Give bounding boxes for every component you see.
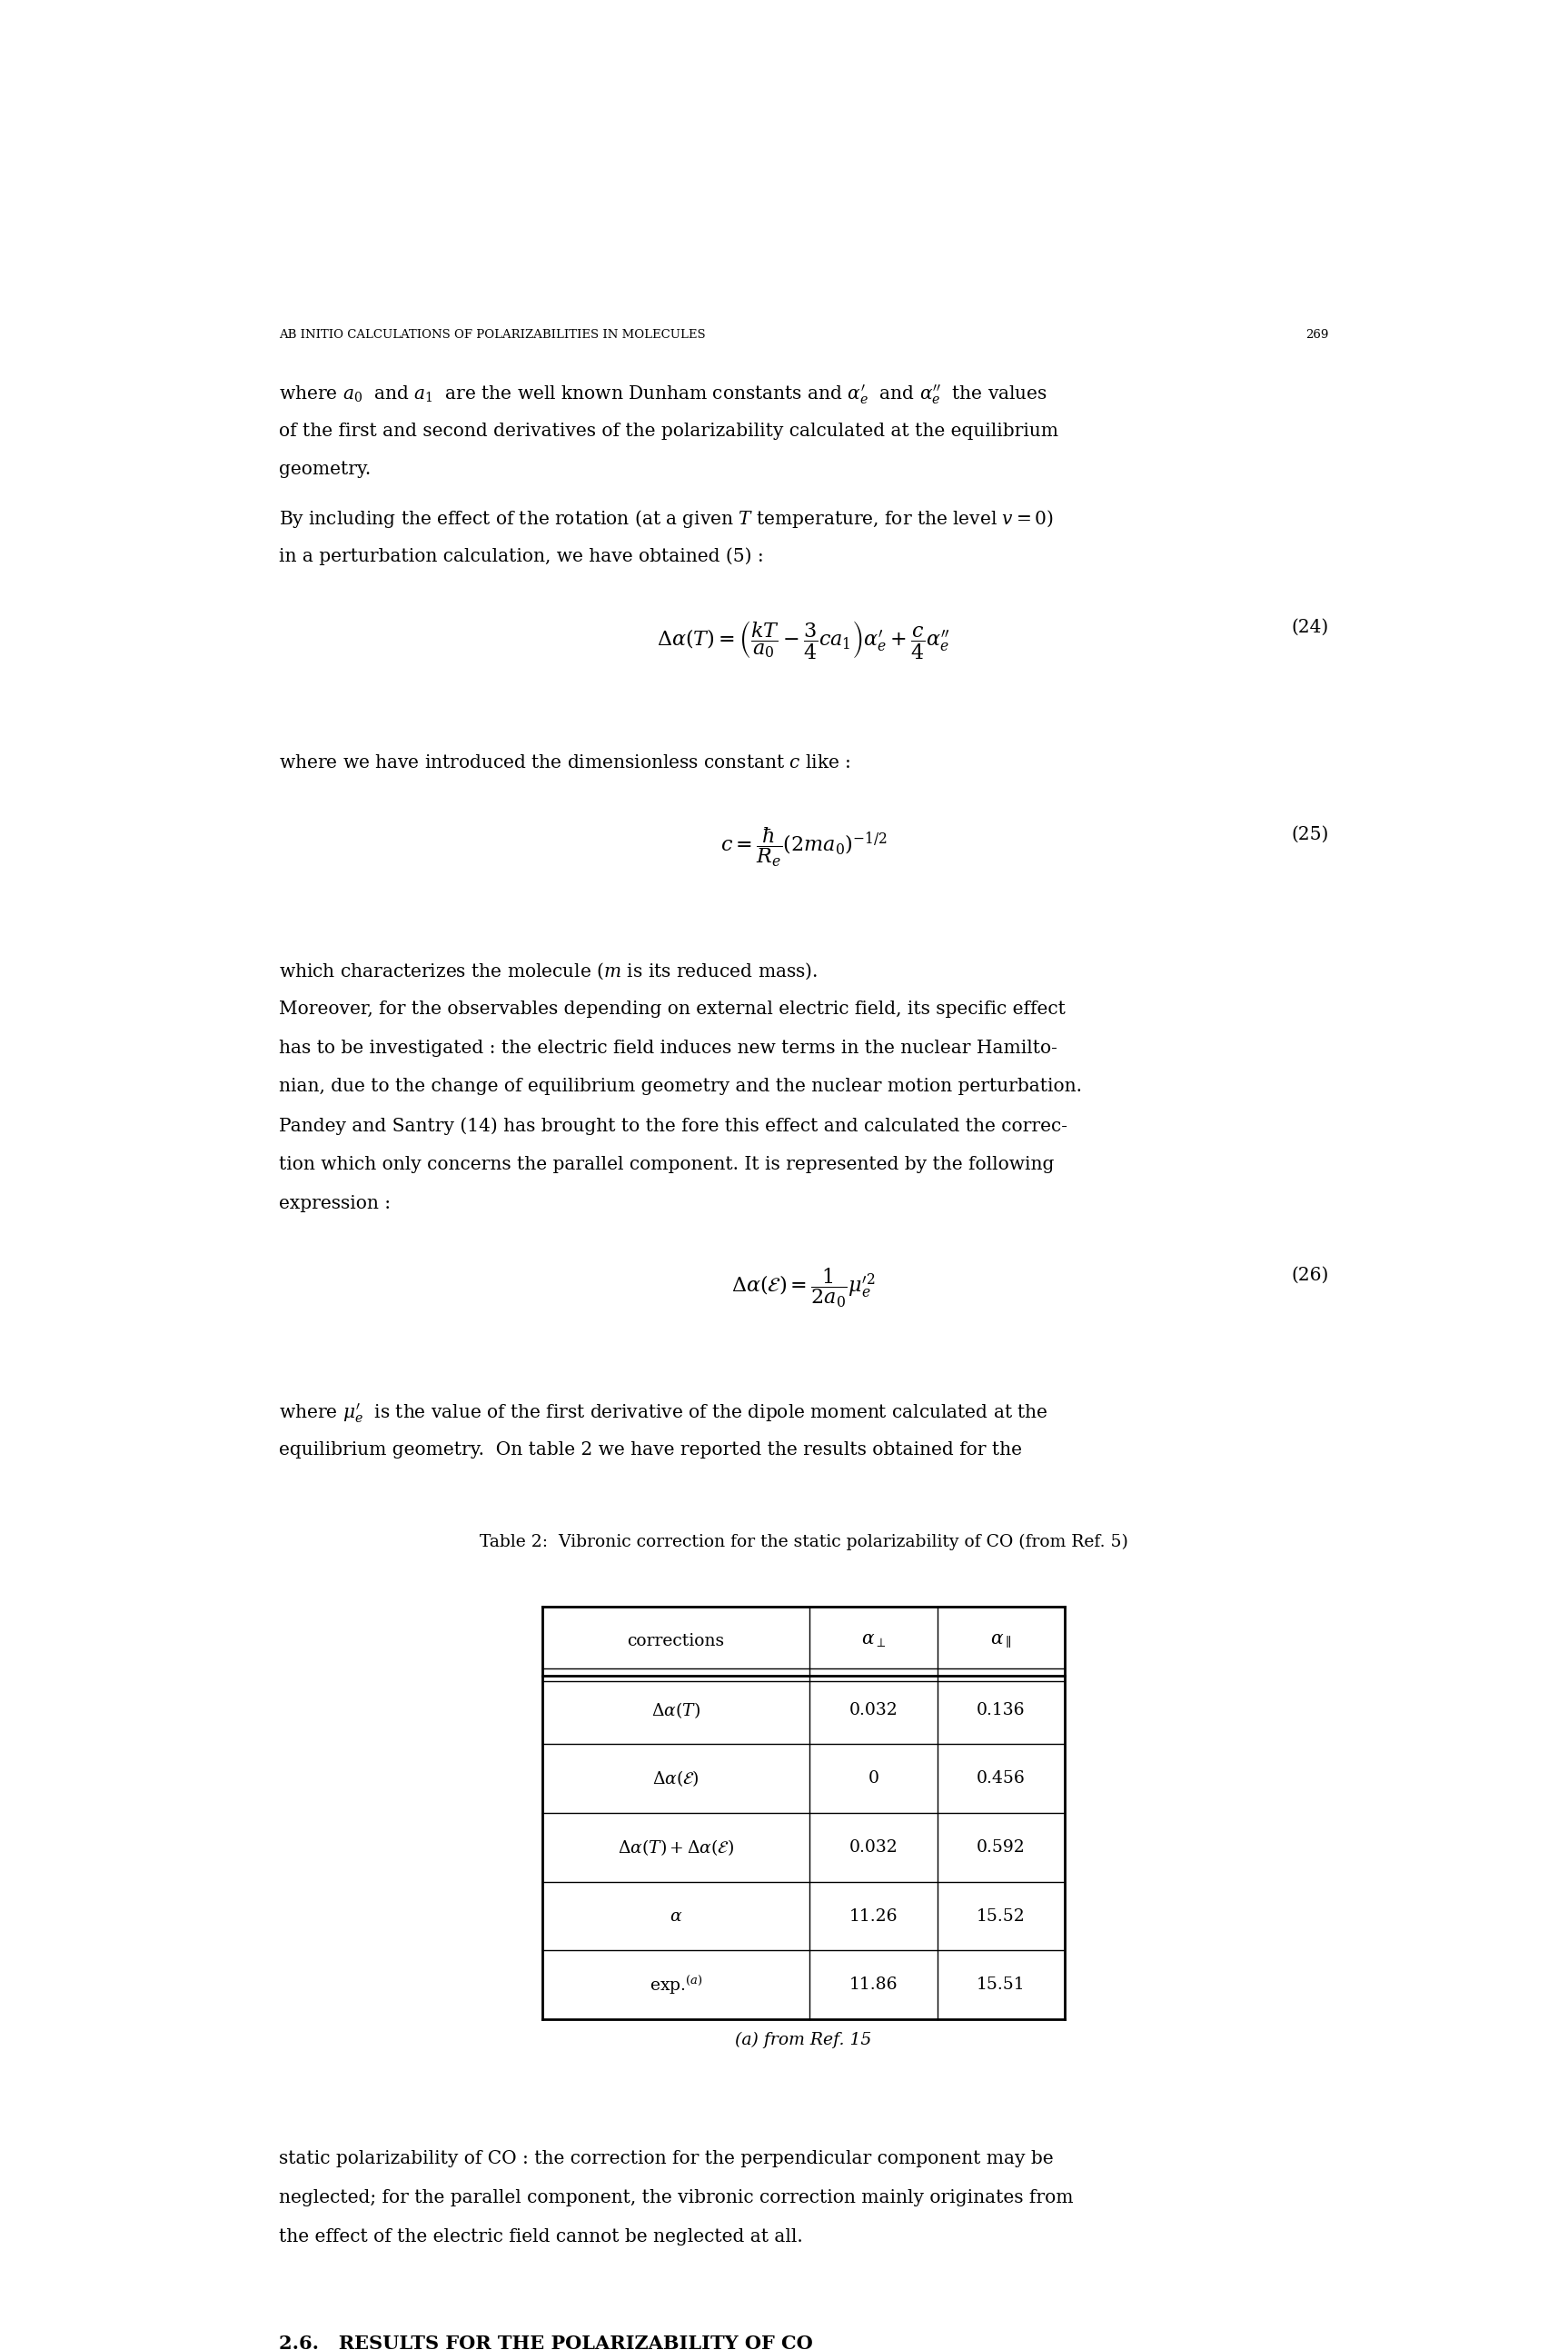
Text: $\Delta\alpha(T)$: $\Delta\alpha(T)$ xyxy=(652,1699,701,1720)
Text: (25): (25) xyxy=(1290,825,1328,844)
Text: 269: 269 xyxy=(1306,329,1328,341)
Text: By including the effect of the rotation (at a given $T$ temperature, for the lev: By including the effect of the rotation … xyxy=(279,508,1054,531)
Text: (24): (24) xyxy=(1290,618,1328,637)
Text: 15.51: 15.51 xyxy=(977,1976,1025,1993)
Text: 11.26: 11.26 xyxy=(850,1908,898,1925)
Text: has to be investigated : the electric field induces new terms in the nuclear Ham: has to be investigated : the electric fi… xyxy=(279,1039,1057,1058)
Text: $\alpha$: $\alpha$ xyxy=(670,1908,682,1925)
Text: Table 2:  Vibronic correction for the static polarizability of CO (from Ref. 5): Table 2: Vibronic correction for the sta… xyxy=(480,1535,1127,1551)
Text: in a perturbation calculation, we have obtained (5) :: in a perturbation calculation, we have o… xyxy=(279,548,764,564)
Text: where $\mu_e^{\prime}$  is the value of the first derivative of the dipole momen: where $\mu_e^{\prime}$ is the value of t… xyxy=(279,1403,1047,1426)
Text: $c = \dfrac{\hbar}{R_e}(2ma_0)^{-1/2}$: $c = \dfrac{\hbar}{R_e}(2ma_0)^{-1/2}$ xyxy=(720,825,887,870)
Text: 0: 0 xyxy=(869,1770,880,1786)
Text: static polarizability of CO : the correction for the perpendicular component may: static polarizability of CO : the correc… xyxy=(279,2150,1054,2167)
Text: $\Delta\alpha(\mathcal{E})$: $\Delta\alpha(\mathcal{E})$ xyxy=(652,1770,699,1788)
Text: 0.592: 0.592 xyxy=(977,1840,1025,1856)
Text: equilibrium geometry.  On table 2 we have reported the results obtained for the: equilibrium geometry. On table 2 we have… xyxy=(279,1441,1022,1459)
Text: 2.6.   RESULTS FOR THE POLARIZABILITY OF CO: 2.6. RESULTS FOR THE POLARIZABILITY OF C… xyxy=(279,2336,812,2350)
Text: the effect of the electric field cannot be neglected at all.: the effect of the electric field cannot … xyxy=(279,2228,803,2247)
Text: $\Delta\alpha(T) + \Delta\alpha(\mathcal{E})$: $\Delta\alpha(T) + \Delta\alpha(\mathcal… xyxy=(618,1838,734,1857)
Text: neglected; for the parallel component, the vibronic correction mainly originates: neglected; for the parallel component, t… xyxy=(279,2190,1073,2207)
Text: AB INITIO CALCULATIONS OF POLARIZABILITIES IN MOLECULES: AB INITIO CALCULATIONS OF POLARIZABILITI… xyxy=(279,329,706,341)
Text: where $a_0$  and $a_1$  are the well known Dunham constants and $\alpha_e^{\prim: where $a_0$ and $a_1$ are the well known… xyxy=(279,383,1047,407)
Text: 15.52: 15.52 xyxy=(977,1908,1025,1925)
Text: which characterizes the molecule ($m$ is its reduced mass).: which characterizes the molecule ($m$ is… xyxy=(279,961,817,982)
Text: expression :: expression : xyxy=(279,1194,390,1213)
Text: 11.86: 11.86 xyxy=(850,1976,898,1993)
Text: 0.456: 0.456 xyxy=(977,1770,1025,1786)
Text: tion which only concerns the parallel component. It is represented by the follow: tion which only concerns the parallel co… xyxy=(279,1156,1054,1173)
Text: Pandey and Santry (14) has brought to the fore this effect and calculated the co: Pandey and Santry (14) has brought to th… xyxy=(279,1116,1068,1135)
Text: 0.136: 0.136 xyxy=(977,1701,1025,1718)
Text: $\Delta\alpha(\mathcal{E}) = \dfrac{1}{2a_0}\mu_e^{\prime 2}$: $\Delta\alpha(\mathcal{E}) = \dfrac{1}{2… xyxy=(732,1267,875,1309)
Text: 0.032: 0.032 xyxy=(848,1840,898,1856)
Text: geometry.: geometry. xyxy=(279,461,370,479)
Text: exp.$^{(a)}$: exp.$^{(a)}$ xyxy=(649,1974,702,1998)
Text: Moreover, for the observables depending on external electric field, its specific: Moreover, for the observables depending … xyxy=(279,1001,1065,1018)
Text: 0.032: 0.032 xyxy=(848,1701,898,1718)
Text: of the first and second derivatives of the polarizability calculated at the equi: of the first and second derivatives of t… xyxy=(279,423,1058,439)
Text: $\alpha_{\parallel}$: $\alpha_{\parallel}$ xyxy=(991,1633,1011,1650)
Text: corrections: corrections xyxy=(627,1633,724,1650)
Text: $\alpha_{\perp}$: $\alpha_{\perp}$ xyxy=(861,1633,886,1650)
Text: nian, due to the change of equilibrium geometry and the nuclear motion perturbat: nian, due to the change of equilibrium g… xyxy=(279,1079,1082,1095)
Text: (26): (26) xyxy=(1290,1267,1328,1283)
Text: where we have introduced the dimensionless constant $c$ like :: where we have introduced the dimensionle… xyxy=(279,754,850,771)
Text: $\Delta\alpha(T) = \left(\dfrac{kT}{a_0} - \dfrac{3}{4}ca_1\right)\alpha_e^{\pri: $\Delta\alpha(T) = \left(\dfrac{kT}{a_0}… xyxy=(657,618,950,660)
Text: (a) from Ref. 15: (a) from Ref. 15 xyxy=(735,2033,872,2049)
